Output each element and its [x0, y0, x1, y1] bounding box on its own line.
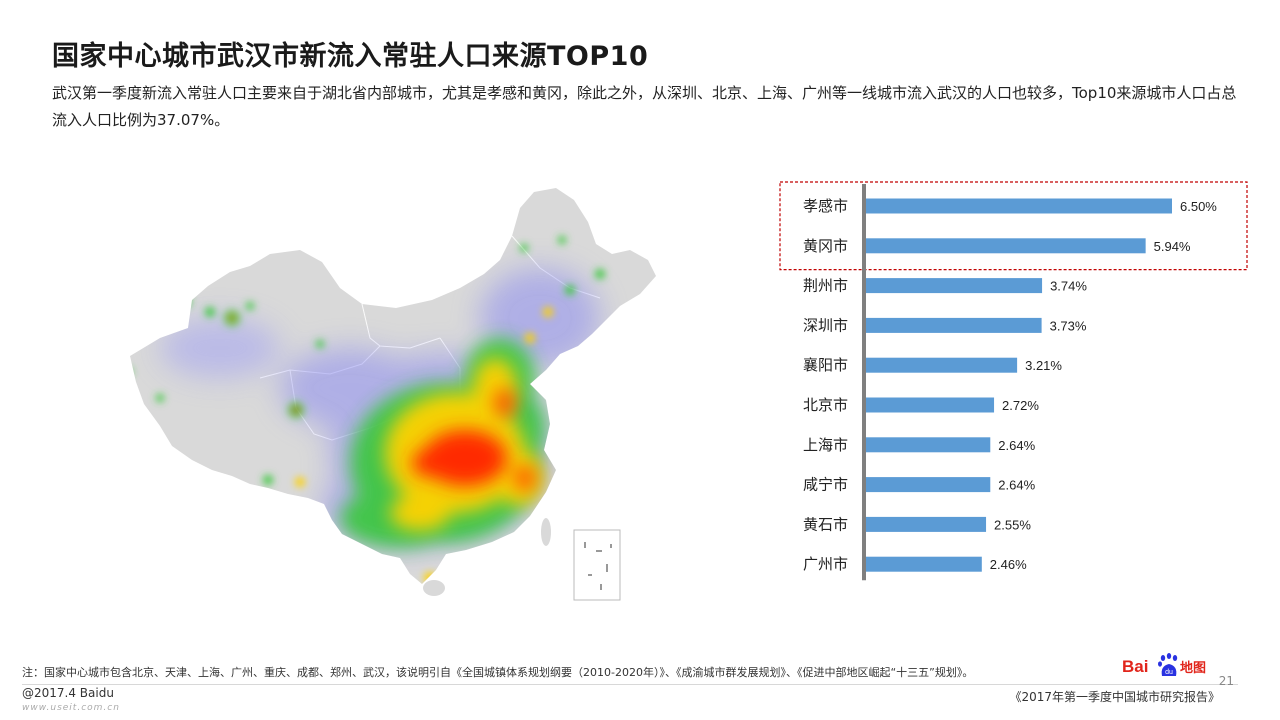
- bar: [866, 357, 1018, 373]
- watermark: www.useit.com.cn: [22, 703, 120, 713]
- value-label: 3.74%: [1050, 279, 1087, 294]
- value-label: 6.50%: [1180, 199, 1217, 214]
- value-label: 2.55%: [994, 517, 1031, 532]
- value-label: 3.73%: [1050, 318, 1087, 333]
- value-label: 3.21%: [1025, 358, 1062, 373]
- category-label: 黄冈市: [803, 237, 848, 255]
- logo-text-left: Bai: [1122, 657, 1148, 676]
- bar-chart-svg: 孝感市 6.50% 黄冈市 5.94% 荆州市 3.74% 深圳市 3.73% 襄阳市 3.21%…: [779, 181, 1248, 581]
- value-label: 2.46%: [990, 557, 1027, 572]
- bar: [866, 238, 1146, 254]
- logo-text-right: 地图: [1180, 660, 1206, 676]
- page-title: 国家中心城市武汉市新流入常驻人口来源TOP10: [52, 41, 649, 72]
- south-china-sea-inset: [573, 529, 621, 601]
- china-map-svg: [130, 188, 656, 601]
- bar: [866, 477, 991, 493]
- value-label: 2.64%: [998, 438, 1035, 453]
- category-label: 北京市: [803, 396, 848, 414]
- map-hainan: [423, 580, 445, 596]
- bar: [866, 556, 982, 572]
- china-heatmap: [100, 178, 670, 618]
- heat-hot-layer: [412, 389, 535, 490]
- category-label: 襄阳市: [803, 356, 848, 374]
- bar: [866, 278, 1043, 294]
- bar: [866, 317, 1042, 333]
- top10-bar-chart: 孝感市 6.50% 黄冈市 5.94% 荆州市 3.74% 深圳市 3.73% 襄阳市 3.21%…: [779, 180, 1250, 581]
- footnote: 注：国家中心城市包含北京、天津、上海、广州、重庆、成都、郑州、武汉，该说明引自《…: [22, 666, 974, 679]
- footer-divider: [22, 684, 1238, 685]
- page-number: 21: [1218, 674, 1234, 688]
- category-label: 孝感市: [803, 197, 848, 215]
- baidu-map-logo: Bai du 地图: [1122, 650, 1212, 678]
- value-label: 2.72%: [1002, 398, 1039, 413]
- bar: [866, 437, 991, 453]
- bar: [866, 397, 995, 413]
- copyright: @2017.4 Baidu: [22, 686, 114, 700]
- report-title: 《2017年第一季度中国城市研究报告》: [1009, 690, 1220, 704]
- category-label: 上海市: [803, 436, 848, 454]
- highlight-box: [779, 181, 1248, 271]
- page-subtitle: 武汉第一季度新流入常驻人口主要来自于湖北省内部城市，尤其是孝感和黄冈，除此之外，…: [52, 84, 1237, 129]
- category-label: 荆州市: [803, 277, 848, 295]
- value-label: 5.94%: [1154, 239, 1191, 254]
- logo-paw-text: du: [1165, 669, 1173, 676]
- value-label: 2.64%: [998, 478, 1035, 493]
- inset-islands: [584, 542, 612, 590]
- baidu-paw-icon: du: [1158, 653, 1178, 676]
- bar: [866, 198, 1172, 214]
- bar: [866, 516, 987, 532]
- category-label: 黄石市: [803, 515, 848, 533]
- category-label: 广州市: [803, 555, 848, 573]
- category-label: 咸宁市: [803, 476, 848, 494]
- category-label: 深圳市: [803, 316, 848, 334]
- map-taiwan: [541, 518, 551, 546]
